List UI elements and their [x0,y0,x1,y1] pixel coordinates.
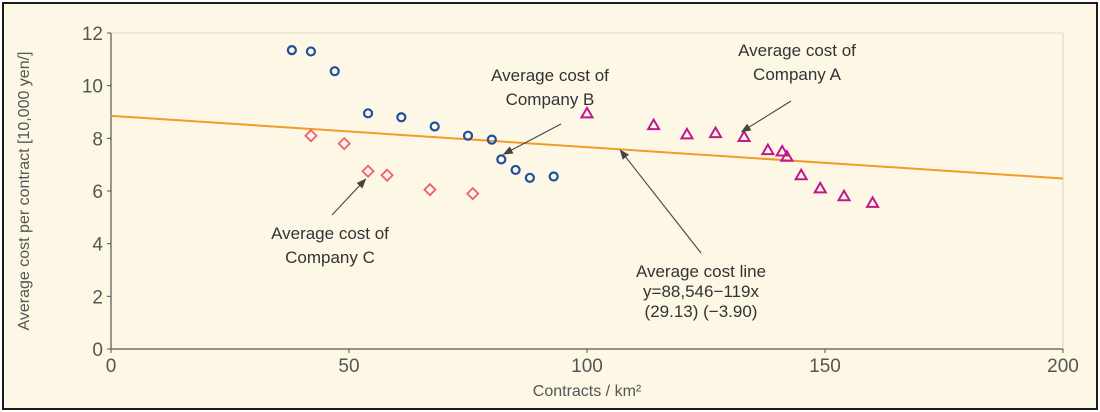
company-b-point [462,130,474,141]
company-b-point [286,45,297,56]
company-b-point [548,171,559,182]
company-a-point [736,129,752,143]
company-c-point [361,164,375,179]
company-b-point [396,112,407,123]
annotation-arrow [740,100,792,133]
company-c-point [337,136,352,151]
x-tick-label: 50 [338,356,359,377]
x-tick-label: 0 [106,356,117,377]
trend-line [110,114,1064,180]
annotation-arrow [619,149,702,254]
y-tick-label: 8 [92,129,103,150]
company-c-point [465,186,480,201]
annotation-line: Average cost line y=88,546−119x (29.13) (−… [619,149,766,321]
company-c-point [380,168,394,182]
company-a-point [813,180,828,194]
x-axis-label: Contracts / km² [533,383,642,400]
company-a-point [579,105,595,119]
annotations: Average cost of Company A Average cost of C… [271,41,856,321]
company-a-point [646,117,661,131]
annotation-a: Average cost of Company A [738,41,856,133]
annotation-arrow [502,123,562,155]
annotation-c: Average cost of Company C [271,178,389,267]
y-axis-label: Average cost per contract [10,000 yen/] [16,52,33,331]
company-a-point [760,142,776,156]
y-tick-label: 12 [82,24,103,45]
annotation-text: Average cost line y=88,546−119x (29.13) (−… [636,262,766,321]
y-tick-label: 0 [92,340,103,361]
x-tick-label: 200 [1047,356,1079,377]
company-a-point [836,188,852,202]
company-b-point [524,172,535,183]
data-points [286,45,880,208]
annotation-arrow [331,178,367,216]
x-axis-ticks: 0 50 100 150 200 [106,349,1079,377]
x-tick-label: 100 [571,356,603,377]
annotation-text: Average cost of Company C [271,224,389,267]
company-a-point [865,195,880,208]
annotation-text: Average cost of Company B [491,66,609,109]
x-tick-label: 150 [809,356,841,377]
scatter-chart: 0 50 100 150 200 0 2 4 6 8 10 12 Contracts / km² A… [16,24,1079,400]
company-a-point [793,167,809,181]
company-a-point [708,125,723,139]
company-b-point [362,108,374,119]
average-cost-line [110,114,1064,180]
y-tick-label: 10 [82,77,103,98]
company-b-point [329,66,340,77]
company-c-point [304,128,318,143]
company-a-point [774,144,790,157]
annotation-b: Average cost of Company B [491,66,609,155]
annotation-text: Average cost of Company A [738,41,856,84]
y-axis-ticks: 0 2 4 6 8 10 12 [82,24,111,361]
company-b-point [429,121,440,132]
company-b-point [496,154,507,165]
company-a-point [679,126,695,140]
y-tick-label: 6 [92,182,103,203]
company-b-point [305,46,317,57]
company-c-point [423,182,437,197]
company-b-point [486,134,497,145]
y-tick-label: 2 [92,287,103,308]
company-a-point [779,149,795,162]
company-b-point [510,164,521,176]
y-tick-label: 4 [92,235,103,256]
